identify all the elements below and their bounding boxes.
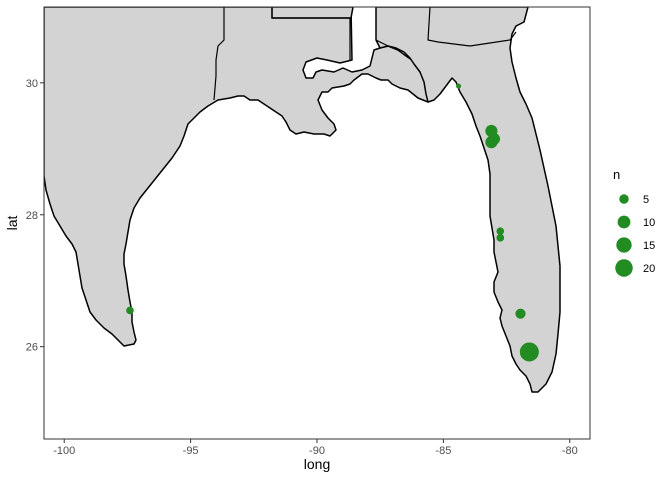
x-tick-label: -90: [309, 445, 325, 457]
data-point: [496, 234, 505, 242]
data-point: [519, 342, 539, 362]
x-tick-label: -80: [562, 445, 578, 457]
points-layer: [126, 83, 539, 362]
legend: n 5 10 15 20: [613, 167, 655, 277]
data-point: [126, 306, 134, 315]
legend-label: 5: [643, 194, 649, 206]
legend-key: [615, 259, 633, 277]
legend-title: n: [613, 167, 620, 182]
data-point: [515, 308, 526, 319]
y-tick-label: 28: [26, 210, 38, 222]
legend-key: [616, 237, 632, 253]
land-florida: [375, 7, 561, 393]
x-axis: -100 -95 -90 -85 -80: [53, 439, 578, 457]
y-tick-label: 30: [26, 78, 38, 90]
land-north: [271, 7, 354, 19]
y-axis: 26 28 30: [26, 78, 44, 354]
land-layer: [44, 7, 561, 393]
land-west: [44, 7, 431, 347]
x-tick-label: -85: [435, 445, 451, 457]
x-tick-label: -95: [183, 445, 199, 457]
y-tick-label: 26: [26, 342, 38, 354]
state-borders: [213, 7, 517, 101]
legend-key: [617, 215, 631, 229]
legend-label: 20: [643, 263, 655, 275]
y-axis-title: lat: [4, 216, 20, 231]
data-point: [456, 83, 462, 89]
legend-key: [619, 194, 629, 204]
data-point: [485, 136, 498, 149]
legend-label: 15: [643, 240, 655, 252]
x-axis-title: long: [304, 456, 330, 472]
x-tick-label: -100: [53, 445, 75, 457]
data-point: [496, 227, 505, 236]
legend-label: 10: [643, 217, 655, 229]
